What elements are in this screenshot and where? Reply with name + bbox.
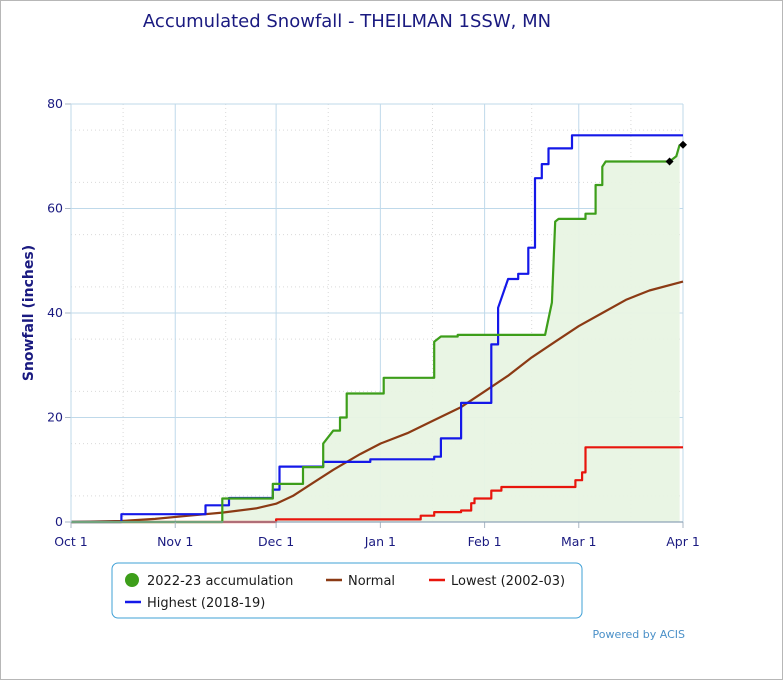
legend-box	[111, 562, 583, 619]
y-tick-label: 80	[47, 96, 63, 111]
x-tick-label: Oct 1	[54, 534, 88, 549]
marker-layer	[665, 140, 687, 166]
series-area-2022-23-accumulation	[71, 144, 680, 523]
legend-item-highest-2018-19[interactable]: Highest (2018-19)	[125, 596, 265, 611]
series-line-2022-23-accumulation[interactable]	[71, 144, 681, 524]
y-tick-label: 40	[47, 305, 63, 320]
series-line-normal[interactable]	[70, 280, 684, 524]
legend-item-lowest-2002-03[interactable]: Lowest (2002-03)	[429, 574, 565, 589]
legend-label: Normal	[348, 574, 395, 589]
x-tick-label: Mar 1	[561, 534, 597, 549]
y-axis-title: Snowfall (inches)	[21, 245, 37, 381]
legend-label: Lowest (2002-03)	[451, 574, 565, 589]
y-tick-label: 60	[47, 201, 63, 216]
data-marker[interactable]	[665, 157, 674, 166]
legend-label: 2022-23 accumulation	[147, 574, 293, 589]
x-tick-label: Jan 1	[364, 534, 396, 549]
area-fill-layer	[71, 144, 680, 523]
legend: 2022-23 accumulation Normal Lowest (2002-0…	[111, 562, 583, 619]
x-tick-label: Dec 1	[258, 534, 294, 549]
legend-item-normal[interactable]: Normal	[326, 574, 395, 589]
y-tick-label: 0	[55, 514, 63, 529]
legend-label: Highest (2018-19)	[147, 596, 265, 611]
tick-labels: 0 20 40 60 80 Oct 1 Nov 1 Dec 1 Jan 1 Feb 1 Mar 1 A…	[47, 96, 700, 549]
x-tick-label: Nov 1	[157, 534, 193, 549]
series-line-lowest-2002-03[interactable]	[71, 446, 683, 524]
x-tick-label: Apr 1	[666, 534, 700, 549]
chart-title: Accumulated Snowfall - THEILMAN 1SSW, MN	[143, 11, 551, 32]
y-tick-label: 20	[47, 410, 63, 425]
series-layer	[70, 134, 684, 524]
acis-credit[interactable]: Powered by ACIS	[593, 628, 686, 641]
x-tick-label: Feb 1	[468, 534, 502, 549]
data-marker[interactable]	[679, 140, 687, 149]
legend-swatch	[125, 573, 139, 587]
legend-item-2022-23-accumulation[interactable]: 2022-23 accumulation	[125, 573, 293, 589]
